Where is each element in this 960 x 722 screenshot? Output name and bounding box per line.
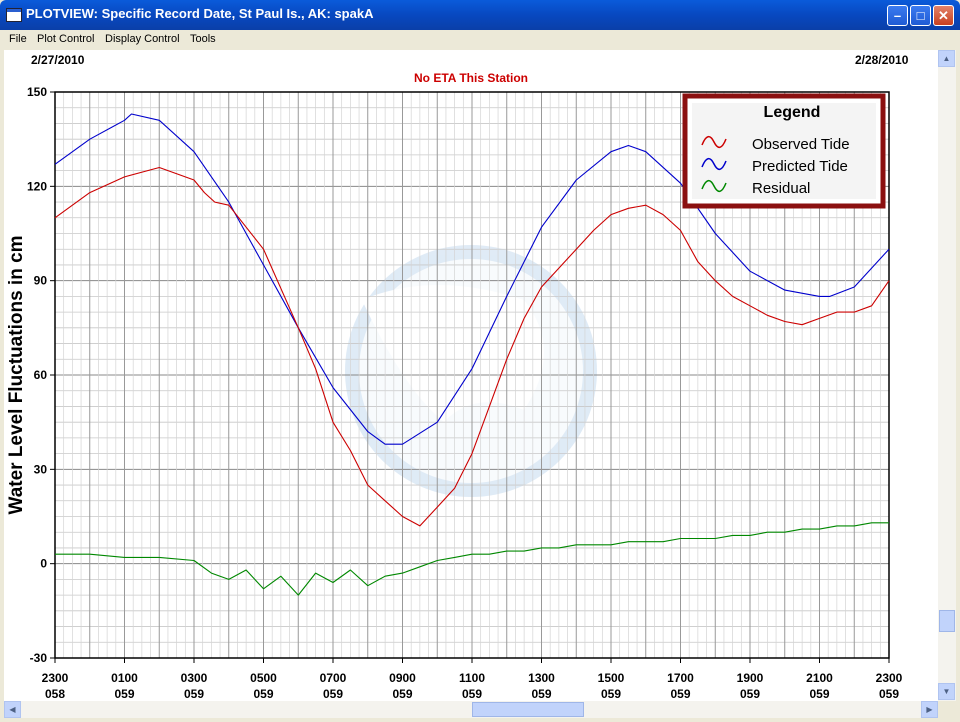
menu-bar: File Plot Control Display Control Tools [0,30,960,50]
scroll-down-button[interactable]: ▼ [938,683,955,700]
date-right-label: 2/28/2010 [855,53,909,67]
legend-entry-predicted: Predicted Tide [752,158,848,175]
horizontal-scrollbar[interactable]: ◀ ▶ [4,701,938,718]
close-icon: ✕ [938,8,949,23]
arrow-left-icon: ◀ [9,705,16,714]
x-tick-time-label: 0900 [389,671,416,685]
menu-display-control[interactable]: Display Control [105,33,180,45]
x-tick-time-label: 2100 [806,671,833,685]
x-tick-day-label: 059 [809,687,829,701]
window-title: PLOTVIEW: Specific Record Date, St Paul … [26,6,374,21]
legend-entry-observed: Observed Tide [752,136,850,153]
x-tick-time-label: 1900 [737,671,764,685]
y-axis: -30 0 30 60 90 120 150 [27,85,55,665]
title-bar[interactable]: PLOTVIEW: Specific Record Date, St Paul … [0,0,960,30]
legend-entry-residual: Residual [752,180,810,197]
scroll-left-button[interactable]: ◀ [4,701,21,718]
x-tick-time-label: 0700 [320,671,347,685]
chart-subtitle: No ETA This Station [414,71,528,85]
maximize-button[interactable]: □ [910,5,931,26]
x-tick-day-label: 059 [253,687,273,701]
x-tick-day-label: 059 [740,687,760,701]
legend-title: Legend [764,104,821,121]
close-button[interactable]: ✕ [933,5,954,26]
minimize-button[interactable]: – [887,5,908,26]
minimize-icon: – [893,8,902,23]
x-tick-day-label: 059 [114,687,134,701]
x-tick-day-label: 059 [462,687,482,701]
x-tick-day-label: 059 [879,687,899,701]
legend-swatch-observed [701,136,727,148]
scroll-right-button[interactable]: ▶ [921,701,938,718]
y-tick-label: -30 [30,651,48,665]
y-tick-label: 0 [40,557,47,571]
date-left-label: 2/27/2010 [31,53,85,67]
y-tick-label: 150 [27,85,47,99]
chart-legend: Legend Observed Tide Predicted Tide Resi… [682,93,886,209]
arrow-right-icon: ▶ [926,705,933,714]
x-tick-time-label: 2300 [876,671,903,685]
scroll-up-button[interactable]: ▲ [938,50,955,67]
x-tick-day-label: 058 [45,687,65,701]
x-tick-time-label: 1100 [459,671,485,685]
horizontal-scroll-thumb[interactable] [472,702,584,717]
predicted-tide-line [54,113,890,445]
x-tick-time-label: 1500 [598,671,625,685]
menu-file[interactable]: File [9,33,27,45]
series-layer [54,113,890,596]
vertical-scrollbar[interactable]: ▲ ▼ [938,50,956,701]
x-tick-day-label: 059 [531,687,551,701]
menu-plot-control[interactable]: Plot Control [37,33,95,45]
window-icon[interactable] [6,8,22,22]
vertical-scroll-thumb[interactable] [939,610,955,632]
x-axis: 2300 058 0100 059 0300 059 0500 059 0700 059 0900 0… [42,658,903,701]
x-tick-time-label: 1300 [528,671,555,685]
residual-line [55,522,889,596]
x-tick-day-label: 059 [323,687,343,701]
menu-tools[interactable]: Tools [190,33,216,45]
arrow-down-icon: ▼ [942,687,951,696]
legend-swatch-residual [701,180,727,192]
x-tick-day-label: 059 [601,687,621,701]
x-tick-time-label: 0100 [111,671,138,685]
y-axis-label: Water Level Fluctuations in cm [6,235,27,514]
x-tick-time-label: 2300 [42,671,69,685]
y-tick-label: 60 [34,368,48,382]
y-tick-label: 120 [27,179,47,193]
observed-tide-line [54,166,890,527]
x-tick-day-label: 059 [392,687,412,701]
arrow-up-icon: ▲ [942,54,951,63]
x-tick-day-label: 059 [670,687,690,701]
legend-swatch-predicted [701,158,727,170]
y-tick-label: 30 [34,462,48,476]
y-tick-label: 90 [34,274,48,288]
tide-chart: -30 0 30 60 90 120 150 2300 058 0100 059 0300 059 05… [6,53,909,701]
x-tick-time-label: 0300 [181,671,208,685]
x-tick-time-label: 1700 [667,671,694,685]
maximize-icon: □ [916,8,925,23]
x-tick-day-label: 059 [184,687,204,701]
x-tick-time-label: 0500 [250,671,277,685]
